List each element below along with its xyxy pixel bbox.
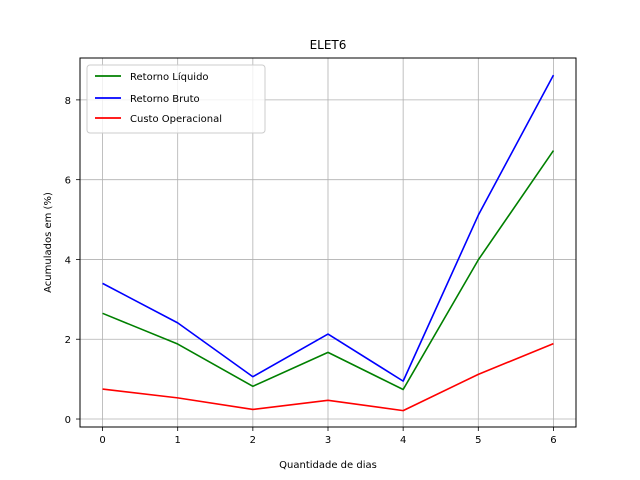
y-tick-label-1: 2 [65, 335, 71, 346]
x-tick-label-5: 5 [475, 435, 481, 446]
legend-label-custo-operacional: Custo Operacional [130, 114, 222, 125]
chart-title: ELET6 [310, 38, 347, 52]
series-layer [102, 74, 555, 412]
legend: Retorno Líquido Retorno Bruto Custo Oper… [86, 64, 266, 134]
y-tick-label-0: 0 [65, 415, 71, 426]
x-tick-label-6: 6 [550, 435, 556, 446]
y-tick-label-3: 6 [65, 176, 71, 187]
series-line-custo-operacional [102, 342, 554, 412]
series-line-retorno-bruto [102, 74, 555, 382]
x-tick-label-3: 3 [325, 435, 331, 446]
y-tick-label-2: 4 [65, 255, 71, 266]
legend-label-retorno-liquido: Retorno Líquido [130, 71, 209, 83]
y-tick-label-4: 8 [65, 96, 71, 107]
series-line-retorno-liquido [102, 150, 555, 391]
legend-box [86, 64, 266, 134]
x-tick-label-4: 4 [400, 435, 406, 446]
x-axis-label: Quantidade de dias [279, 460, 377, 471]
x-tick-label-0: 0 [99, 435, 105, 446]
legend-label-retorno-bruto: Retorno Bruto [130, 94, 200, 105]
x-tick-label-1: 1 [175, 435, 181, 446]
y-axis-label: Acumulados em (%) [43, 192, 54, 293]
x-tick-label-2: 2 [250, 435, 256, 446]
ticks-layer: 0 1 2 3 4 5 6 0 2 4 6 8 [65, 96, 557, 446]
